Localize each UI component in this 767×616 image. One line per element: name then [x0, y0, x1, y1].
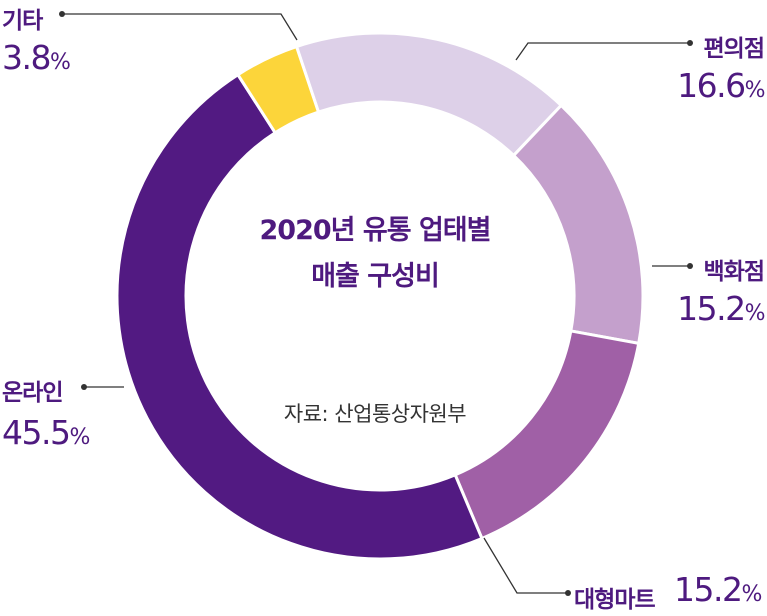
slice-hypermarket: [453, 329, 641, 541]
leader-dot-department: [687, 263, 693, 269]
leader-lines: [59, 11, 693, 596]
value-number-other: 3.8: [2, 38, 51, 77]
chart-source: 자료: 산업통상자원부: [283, 402, 467, 426]
leader-dot-hypermarket: [565, 590, 571, 596]
slice-other: [235, 44, 321, 135]
label-value-online: 45.5%: [2, 413, 90, 452]
donut-slices: [115, 31, 645, 561]
unit-hypermarket: %: [741, 582, 762, 607]
label-value-hypermarket: 15.2%: [674, 570, 762, 609]
label-name-other: 기타: [2, 8, 43, 34]
leader-dot-online: [81, 384, 87, 390]
label-value-convenience: 16.6%: [677, 66, 766, 105]
unit-convenience: %: [744, 78, 766, 103]
label-name-convenience: 편의점: [703, 36, 765, 62]
leader-line-convenience: [515, 42, 690, 61]
label-name-department: 백화점: [703, 259, 765, 285]
chart-title-line-2: 매출 구성비: [311, 261, 440, 292]
unit-other: %: [49, 50, 71, 75]
chart-title-line-1: 2020년 유통 업태별: [259, 215, 492, 246]
unit-online: %: [69, 425, 90, 450]
leader-line-other: [62, 13, 298, 41]
value-number-hypermarket: 15.2: [674, 570, 743, 609]
value-number-convenience: 16.6: [677, 66, 746, 105]
label-name-hypermarket: 대형마트: [574, 587, 656, 613]
leader-dot-other: [59, 11, 65, 17]
value-number-department: 15.2: [677, 289, 746, 328]
value-number-online: 45.5: [2, 413, 71, 452]
leader-dot-convenience: [687, 40, 693, 46]
slice-online: [115, 72, 484, 561]
unit-department: %: [744, 301, 766, 326]
leader-line-hypermarket: [483, 537, 568, 594]
label-value-other: 3.8%: [2, 38, 71, 77]
label-value-department: 15.2%: [677, 289, 766, 328]
label-name-online: 온라인: [2, 380, 63, 406]
